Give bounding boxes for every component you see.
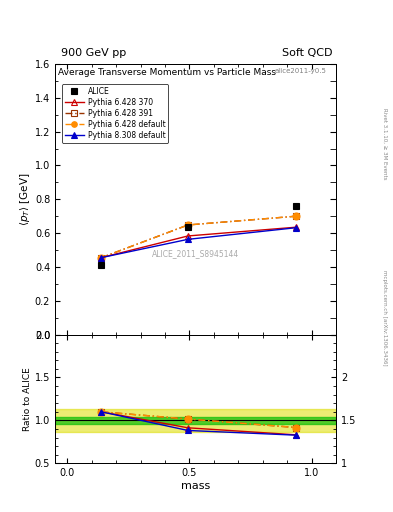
Text: Rivet 3.1.10, ≥ 3M Events: Rivet 3.1.10, ≥ 3M Events bbox=[382, 108, 387, 179]
Y-axis label: $\langle p_T \rangle$ [GeV]: $\langle p_T \rangle$ [GeV] bbox=[18, 173, 32, 226]
Text: alice2011-y0.5: alice2011-y0.5 bbox=[274, 68, 326, 74]
Text: 900 GeV pp: 900 GeV pp bbox=[61, 48, 126, 58]
Y-axis label: Ratio to ALICE: Ratio to ALICE bbox=[23, 367, 32, 431]
X-axis label: mass: mass bbox=[181, 481, 210, 491]
Text: Average Transverse Momentum vs Particle Mass: Average Transverse Momentum vs Particle … bbox=[58, 68, 276, 77]
Text: ALICE_2011_S8945144: ALICE_2011_S8945144 bbox=[152, 249, 239, 258]
Text: Soft QCD: Soft QCD bbox=[282, 48, 332, 58]
Bar bbox=[55, 417, 336, 424]
Bar bbox=[55, 409, 336, 432]
Text: mcplots.cern.ch [arXiv:1306.3436]: mcplots.cern.ch [arXiv:1306.3436] bbox=[382, 270, 387, 365]
Legend: ALICE, Pythia 6.428 370, Pythia 6.428 391, Pythia 6.428 default, Pythia 8.308 de: ALICE, Pythia 6.428 370, Pythia 6.428 39… bbox=[62, 84, 169, 143]
